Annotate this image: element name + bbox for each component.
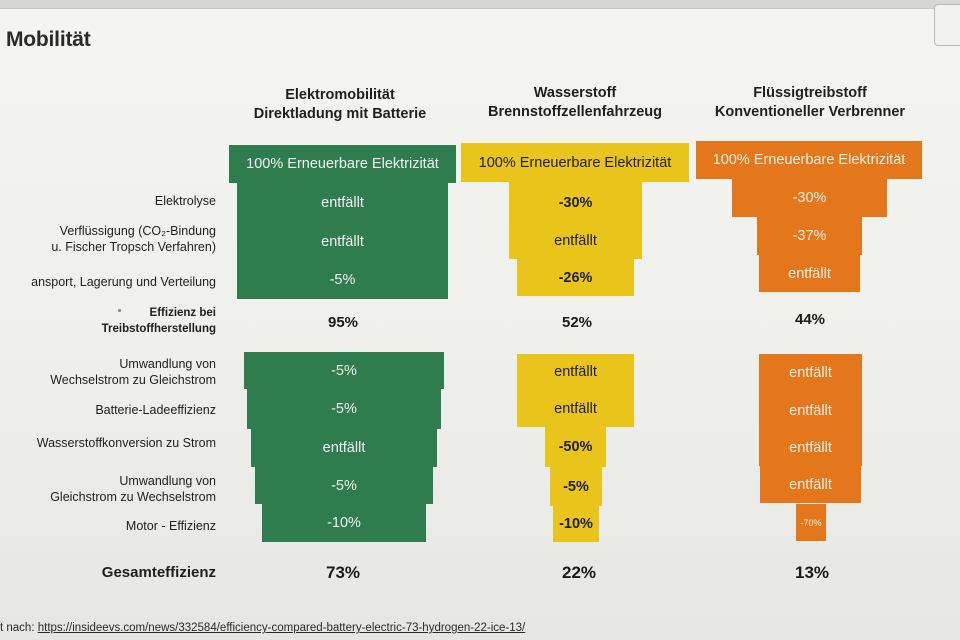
- bar-elektro-dc-ac: -5%: [255, 467, 433, 504]
- row-label-batterie: Batterie-Ladeeffizienz: [95, 403, 216, 417]
- column-header-line2: Konventioneller Verbrenner: [714, 104, 906, 120]
- source-prefix: t nach:: [0, 622, 35, 634]
- row-label-dc-ac-2: Gleichstrom zu Wechselstrom: [50, 490, 216, 504]
- row-label-ac-dc-2: Wechselstrom zu Gleichstrom: [50, 373, 216, 387]
- bar-elektro-wasserstoffkonversion: entfällt: [251, 429, 437, 467]
- bar-fluessig-transport: entfällt: [759, 255, 860, 292]
- row-label-effizienz-1: Effizienz bei: [149, 307, 216, 319]
- column-header-wasserstoff: Wasserstoff Brennstoffzellenfahrzeug: [455, 84, 695, 122]
- row-label-verfluessigung-2: u. Fischer Tropsch Verfahren): [51, 240, 216, 254]
- pct-h2-effizienz: 52%: [561, 314, 593, 331]
- bar-elektro-verfluessigung: entfällt: [237, 223, 448, 261]
- row-label-verfluessigung-1: Verflüssigung (CO₂-Bindung: [59, 224, 216, 238]
- bar-h2-ac-dc: entfällt: [517, 354, 634, 390]
- bar-h2-verfluessigung: entfällt: [509, 223, 642, 259]
- bar-fluessig-wasserstoffkonversion: entfällt: [759, 429, 862, 466]
- column-header-line2: Brennstoffzellenfahrzeug: [487, 104, 662, 120]
- column-header-fluessig: Flüssigtreibstoff Konventioneller Verbre…: [690, 84, 930, 122]
- bar-fluessig-elektrolyse: -30%: [732, 179, 887, 217]
- bar-elektro-ac-dc: -5%: [244, 352, 444, 389]
- pct-fluessig-gesamt: 13%: [794, 563, 830, 582]
- bar-elektro-batterie: -5%: [247, 389, 441, 429]
- bar-fluessig-verfluessigung: -37%: [757, 217, 862, 255]
- column-header-line2: Direktladung mit Batterie: [253, 106, 427, 122]
- page-title: Mobilität: [6, 28, 91, 51]
- bar-h2-transport: -26%: [517, 259, 634, 296]
- bar-h2-elektrolyse: -30%: [509, 182, 642, 223]
- column-header-line1: Wasserstoff: [533, 85, 617, 101]
- row-label-elektrolyse: Elektrolyse: [154, 194, 216, 208]
- bar-fluessig-dc-ac: entfällt: [760, 466, 861, 503]
- bar-fluessig-batterie: entfällt: [759, 392, 862, 429]
- bar-elektro-transport: -5%: [237, 261, 448, 299]
- bar-h2-source: 100% Erneuerbare Elektrizität: [461, 143, 689, 182]
- bar-elektro-source: 100% Erneuerbare Elektrizität: [229, 145, 456, 183]
- row-label-motor: Motor - Effizienz: [125, 519, 216, 533]
- row-label-ac-dc-1: Umwandlung von: [119, 357, 216, 371]
- bullet-dot: [118, 309, 121, 312]
- bar-h2-dc-ac: -5%: [550, 467, 602, 506]
- row-label-effizienz-2: Treibstoffherstellung: [101, 323, 216, 335]
- window-corner-box: [934, 4, 960, 46]
- bar-fluessig-ac-dc: entfällt: [759, 354, 862, 392]
- bar-h2-motor: -10%: [553, 506, 599, 542]
- source-line: t nach: https://insideevs.com/news/33258…: [0, 622, 525, 634]
- row-label-dc-ac-1: Umwandlung von: [119, 474, 216, 488]
- column-header-line1: Elektromobilität: [285, 87, 395, 103]
- bar-h2-batterie: entfällt: [517, 390, 634, 427]
- browser-top-strip: [0, 0, 960, 9]
- row-label-wasserstoffkonversion: Wasserstoffkonversion zu Strom: [36, 436, 216, 450]
- bar-fluessig-motor: -70%: [796, 504, 826, 541]
- bar-fluessig-source: 100% Erneuerbare Elektrizität: [696, 141, 922, 179]
- bar-elektro-elektrolyse: entfällt: [237, 183, 448, 223]
- column-header-line1: Flüssigtreibstoff: [753, 85, 867, 101]
- row-label-gesamteffizienz: Gesamteffizienz: [101, 564, 216, 581]
- pct-elektro-gesamt: 73%: [325, 563, 361, 582]
- pct-fluessig-effizienz: 44%: [794, 311, 826, 328]
- pct-h2-gesamt: 22%: [561, 563, 597, 582]
- bar-h2-wasserstoffkonversion: -50%: [545, 427, 606, 467]
- source-link[interactable]: https://insideevs.com/news/332584/effici…: [37, 622, 526, 634]
- column-header-elektro: Elektromobilität Direktladung mit Batter…: [215, 86, 465, 124]
- pct-elektro-effizienz: 95%: [327, 314, 359, 331]
- row-label-transport: ansport, Lagerung und Verteilung: [31, 275, 216, 289]
- bar-elektro-motor: -10%: [262, 504, 426, 542]
